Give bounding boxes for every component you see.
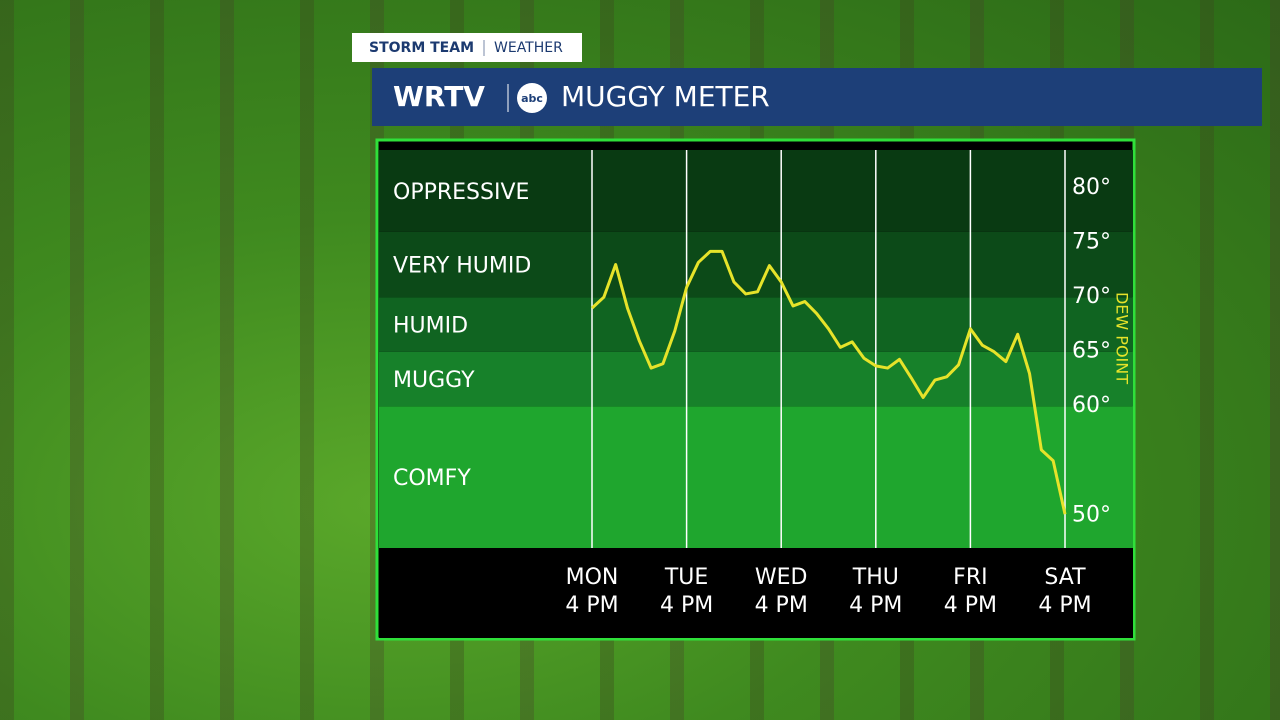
brand: WRTV: [393, 80, 485, 113]
x-tick-label: MON: [566, 565, 619, 590]
y-tick-label: 65°: [1072, 339, 1111, 364]
x-tick-label: 4 PM: [849, 593, 902, 618]
y-tick-label: 70°: [1072, 284, 1111, 309]
y-tick-label: 60°: [1072, 393, 1111, 418]
band: [379, 231, 1133, 298]
band-label: COMFY: [393, 466, 471, 491]
band: [379, 406, 1133, 548]
x-tick-label: WED: [755, 565, 808, 590]
band: [379, 297, 1133, 352]
y-tick-label: 75°: [1072, 230, 1111, 255]
x-tick-label: 4 PM: [660, 593, 713, 618]
x-tick-label: THU: [852, 565, 899, 590]
x-tick-label: 4 PM: [565, 593, 618, 618]
band-label: HUMID: [393, 313, 468, 338]
band-label: OPPRESSIVE: [393, 180, 529, 205]
x-tick-label: FRI: [953, 565, 987, 590]
dew-point-line: [590, 249, 1067, 515]
tag: STORM TEAM: [369, 40, 474, 56]
title-bar: [372, 68, 1262, 126]
band-label: VERY HUMID: [393, 253, 531, 278]
y-tick-label: 80°: [1072, 175, 1111, 200]
band: [379, 150, 1133, 232]
x-tick-label: 4 PM: [1038, 593, 1091, 618]
x-tick-label: 4 PM: [755, 593, 808, 618]
band: [379, 351, 1133, 407]
logo: abc: [521, 92, 543, 105]
x-tick-label: 4 PM: [944, 593, 997, 618]
y-tick-label: 50°: [1072, 502, 1111, 527]
band-label: MUGGY: [393, 368, 475, 393]
tag-box: [352, 33, 582, 62]
tag-sub: WEATHER: [494, 40, 563, 56]
x-tick-label: SAT: [1044, 565, 1086, 590]
chart-title: MUGGY METER: [561, 80, 770, 113]
x-label-strip: [379, 548, 1133, 638]
y-axis-label: DEW POINT: [1113, 292, 1132, 384]
logo-circle: [517, 83, 547, 113]
x-tick-label: TUE: [664, 565, 708, 590]
